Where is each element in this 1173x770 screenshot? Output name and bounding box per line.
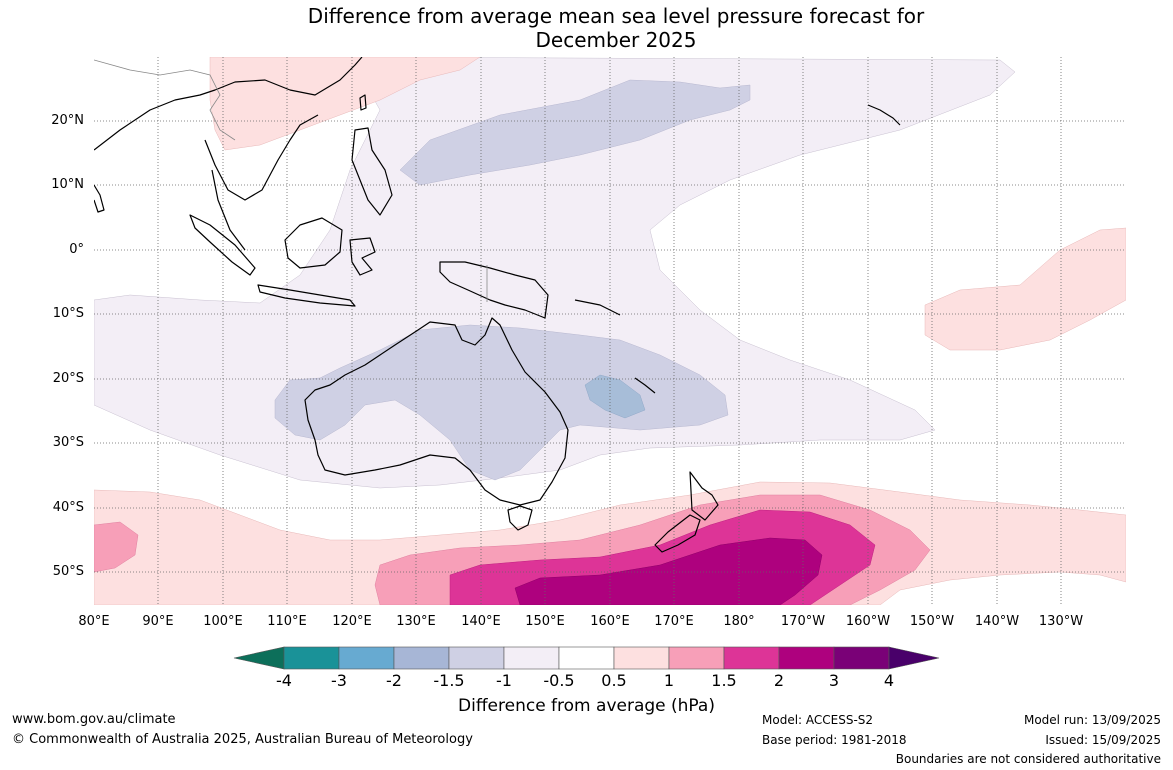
- colorbar-swatch: [778, 646, 835, 670]
- coastline-australia: [304, 317, 569, 506]
- coastline-sulawesi: [349, 237, 376, 276]
- colorbar-swatch: [833, 646, 890, 670]
- colorbar-swatch: [283, 646, 340, 670]
- lat-label: 40°S: [52, 500, 84, 515]
- contour-neg-1-north: [399, 79, 751, 186]
- lon-label: 130°E: [396, 614, 436, 629]
- colorbar-swatch: [723, 646, 780, 670]
- lon-label: 130°W: [1038, 614, 1084, 629]
- coastline-hawaii: [867, 104, 901, 126]
- contour-pos-1-west: [94, 521, 139, 573]
- lon-label: 80°E: [78, 614, 110, 629]
- longitude-gridlines: [157, 57, 1062, 605]
- coastline-solomons: [574, 299, 621, 316]
- lon-label: 100°E: [203, 614, 243, 629]
- base-period-text: Base period: 1981-2018: [762, 733, 907, 747]
- lon-label: 170°E: [654, 614, 694, 629]
- coastline-new-caledonia: [634, 377, 656, 394]
- title-line-1: Difference from average mean sea level p…: [307, 4, 925, 28]
- contour-neg-1-australia: [274, 324, 729, 481]
- coastline-india-tip: [94, 184, 105, 213]
- latitude-gridlines: [94, 120, 1126, 573]
- colorbar-swatch: [448, 646, 505, 670]
- colorbar-title: Difference from average (hPa): [458, 696, 715, 716]
- lat-label: 20°S: [52, 371, 84, 386]
- lat-label: 10°N: [51, 177, 84, 192]
- contour-pos-0.5-east-pacific: [924, 227, 1126, 351]
- colorbar-extend-min: [233, 646, 285, 670]
- pressure-anomaly-map: [94, 57, 1126, 605]
- model-text: Model: ACCESS-S2: [762, 713, 874, 727]
- coastline-nz-south: [654, 514, 701, 553]
- coastline-sumatra: [189, 214, 256, 276]
- coastline-taiwan: [359, 94, 367, 111]
- lon-label: 90°E: [142, 614, 174, 629]
- lon-label: 140°E: [461, 614, 501, 629]
- disclaimer-text: Boundaries are not considered authoritat…: [895, 752, 1161, 766]
- copyright-text: © Commonwealth of Australia 2025, Austra…: [12, 732, 473, 747]
- issued-text: Issued: 15/09/2025: [1045, 733, 1161, 747]
- lon-label: 170°W: [780, 614, 826, 629]
- colorbar-tick-label: -3: [331, 671, 347, 690]
- colorbar-tick-label: -1.5: [433, 671, 465, 690]
- lon-label: 120°E: [332, 614, 372, 629]
- colorbar-tick-label: 0.5: [601, 671, 627, 690]
- lat-label: 50°S: [52, 564, 84, 579]
- colorbar-tick-label: 2: [773, 671, 785, 690]
- contour-pos-0.5-asia: [209, 57, 481, 151]
- lon-label: 140°W: [974, 614, 1020, 629]
- coastline-new-guinea: [439, 261, 549, 319]
- colorbar-tick-label: 4: [883, 671, 895, 690]
- coastline-asia-mainland: [94, 57, 363, 251]
- coastline-borneo: [284, 217, 343, 269]
- colorbar-swatch: [558, 646, 615, 670]
- lon-label: 150°W: [909, 614, 955, 629]
- coastlines: [94, 57, 901, 553]
- colorbar-tick-label: 3: [828, 671, 840, 690]
- website-text: www.bom.gov.au/climate: [12, 712, 176, 727]
- colorbar-swatch: [393, 646, 450, 670]
- contour-neg-1.5-coral-sea: [584, 374, 646, 419]
- lat-label: 10°S: [52, 306, 84, 321]
- chart-title: Difference from average mean sea level p…: [0, 4, 1173, 52]
- lat-label: 20°N: [51, 113, 84, 128]
- title-line-2: December 2025: [535, 28, 697, 52]
- colorbar-tick-label: -4: [276, 671, 292, 690]
- lon-label: 180°: [723, 614, 755, 629]
- colorbar-tick-label: -1: [496, 671, 512, 690]
- colorbar-extend-max: [888, 646, 940, 670]
- lat-label: 30°S: [52, 435, 84, 450]
- colorbar-swatch: [503, 646, 560, 670]
- colorbar-tick-label: -0.5: [543, 671, 575, 690]
- contour-pos-2: [514, 537, 823, 605]
- lon-label: 110°E: [267, 614, 307, 629]
- lon-label: 150°E: [525, 614, 565, 629]
- lat-label: 0°: [69, 242, 84, 257]
- country-borders: [94, 59, 488, 302]
- colorbar-swatch: [613, 646, 670, 670]
- model-run-text: Model run: 13/09/2025: [1023, 713, 1161, 727]
- coastline-tasmania: [507, 505, 533, 531]
- lon-label: 160°E: [590, 614, 630, 629]
- colorbar-tick-label: -2: [386, 671, 402, 690]
- colorbar-swatch: [668, 646, 725, 670]
- colorbar-tick-label: 1: [663, 671, 675, 690]
- lon-label: 160°W: [845, 614, 891, 629]
- colorbar-swatch: [338, 646, 395, 670]
- colorbar-tick-label: 1.5: [711, 671, 737, 690]
- coastline-java: [257, 284, 356, 307]
- coastline-nz-north: [689, 471, 719, 521]
- coastline-philippines: [351, 127, 393, 216]
- colorbar-swatches: [233, 646, 940, 670]
